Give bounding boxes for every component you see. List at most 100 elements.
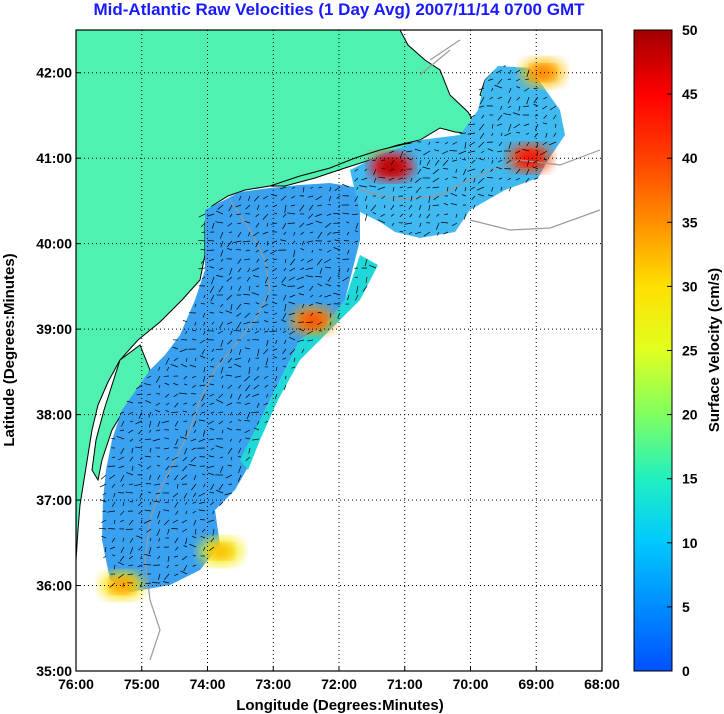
velocity-vector [103,555,107,559]
velocity-vector [227,357,233,363]
velocity-vector [219,311,224,314]
velocity-vector [171,528,179,530]
velocity-vector [207,472,215,476]
velocity-vector [215,275,224,278]
velocity-vector [270,222,278,225]
velocity-vector [193,429,197,434]
velocity-vector [220,258,224,262]
velocity-vector [491,87,494,92]
velocity-vector [174,402,179,408]
velocity-vector [200,303,206,305]
velocity-vector [174,501,179,508]
velocity-vector [157,474,161,480]
velocity-vector [118,573,125,579]
velocity-vector [467,150,476,153]
velocity-vector [145,482,152,485]
velocity-vector [216,210,224,215]
velocity-vector [208,438,215,441]
velocity-vector [152,438,161,442]
velocity-vector [215,399,224,404]
velocity-vector [311,249,314,253]
velocity-vector [161,420,170,424]
velocity-vector [384,204,386,209]
velocity-vector [526,159,530,167]
velocity-vector [347,294,350,301]
velocity-vector [283,231,287,235]
velocity-vector [209,285,215,293]
velocity-vector [471,195,476,200]
velocity-region-northeast [350,66,565,238]
velocity-vector [434,159,440,166]
velocity-vector [220,249,224,257]
bathymetry-contour [359,149,601,201]
velocity-vector [188,464,197,467]
velocity-vector [107,510,116,513]
velocity-vector [273,356,278,359]
velocity-vector [480,168,485,173]
velocity-vector [449,150,458,152]
velocity-vector [406,150,413,153]
velocity-vector [317,204,323,207]
velocity-vector [156,464,161,467]
velocity-vector [256,204,260,211]
velocity-vector [327,231,332,236]
colorbar-tick-label: 5 [682,599,690,615]
velocity-vector [274,312,278,315]
velocity-vector [111,483,116,488]
velocity-vector [266,222,269,227]
velocity-vector [282,312,287,320]
y-tick-label: 39:00 [36,321,72,337]
velocity-vector [444,141,449,145]
velocity-vector [490,168,494,172]
velocity-vector [210,357,215,361]
velocity-vector [307,339,314,342]
velocity-vector [157,510,161,519]
velocity-vector [113,492,116,498]
velocity-vector [478,141,485,148]
velocity-vector [192,564,197,567]
velocity-vector [306,321,314,323]
colorbar-label: Surface Velocity (cm/s) [706,268,723,432]
velocity-vector [247,267,251,273]
velocity-vector [346,221,350,224]
velocity-vector [419,222,422,227]
velocity-vector [381,195,386,199]
velocity-vector [428,204,431,211]
velocity-vector [347,249,350,255]
velocity-vector [183,402,188,405]
velocity-vector [283,384,287,391]
y-tick-label: 35:00 [36,663,72,679]
velocity-vector [172,346,179,350]
velocity-vector [543,114,548,119]
velocity-vector [299,204,305,212]
x-tick-label: 70:00 [453,676,489,692]
velocity-vector [516,96,521,101]
velocity-vector [238,285,242,292]
velocity-vector [418,204,422,211]
velocity-vector [433,195,440,200]
velocity-vector [302,186,305,193]
velocity-vector [315,195,323,201]
velocity-vector [185,330,188,335]
velocity-vector [263,375,269,380]
velocity-vector [373,177,377,183]
velocity-vector [389,150,395,154]
velocity-vector [381,159,386,161]
velocity-vector [209,402,215,405]
velocity-vector [265,357,269,366]
velocity-vector [217,330,224,334]
velocity-vector [432,168,440,175]
velocity-vector [317,283,323,287]
velocity-vector [274,393,278,399]
x-tick-label: 71:00 [387,676,423,692]
velocity-vector [164,437,170,440]
velocity-vector [145,582,152,584]
velocity-vector [256,366,260,371]
velocity-vector [170,465,179,468]
velocity-vector [247,231,251,237]
velocity-vector [209,383,215,386]
velocity-vector [508,123,512,132]
velocity-vector [463,177,467,182]
velocity-vector [237,222,242,225]
velocity-vector [297,339,305,343]
